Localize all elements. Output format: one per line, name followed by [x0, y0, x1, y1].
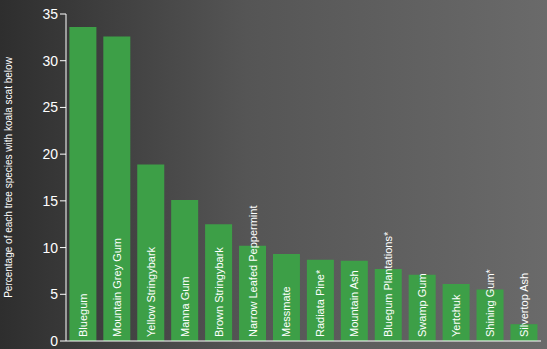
- svg-text:Mountain Ash: Mountain Ash: [348, 270, 360, 337]
- svg-text:0: 0: [50, 333, 58, 349]
- svg-text:Bluegum: Bluegum: [77, 294, 89, 337]
- svg-text:Brown Stringybark: Brown Stringybark: [213, 247, 225, 337]
- svg-text:Bluegum Plantations*: Bluegum Plantations*: [382, 231, 394, 337]
- svg-text:5: 5: [50, 286, 58, 302]
- svg-text:30: 30: [42, 53, 58, 69]
- svg-text:15: 15: [42, 193, 58, 209]
- svg-text:Manna Gum: Manna Gum: [179, 276, 191, 337]
- svg-text:Radiata Pine*: Radiata Pine*: [314, 269, 326, 337]
- svg-text:35: 35: [42, 6, 58, 22]
- svg-text:Messmate: Messmate: [280, 286, 292, 337]
- svg-text:Shining Gum*: Shining Gum*: [484, 268, 496, 337]
- svg-text:Mountain Grey Gum: Mountain Grey Gum: [111, 238, 123, 337]
- svg-text:Yellow Stringybark: Yellow Stringybark: [145, 246, 157, 337]
- svg-text:Swamp Gum: Swamp Gum: [416, 273, 428, 337]
- svg-text:10: 10: [42, 240, 58, 256]
- svg-text:Yertchuk: Yertchuk: [450, 294, 462, 337]
- svg-text:Percentage of each tree specie: Percentage of each tree species with koa…: [3, 56, 14, 297]
- svg-text:Narrow Leafed Peppermint: Narrow Leafed Peppermint: [247, 206, 259, 337]
- svg-text:25: 25: [42, 99, 58, 115]
- svg-text:20: 20: [42, 146, 58, 162]
- svg-text:Silvertop Ash: Silvertop Ash: [518, 273, 530, 337]
